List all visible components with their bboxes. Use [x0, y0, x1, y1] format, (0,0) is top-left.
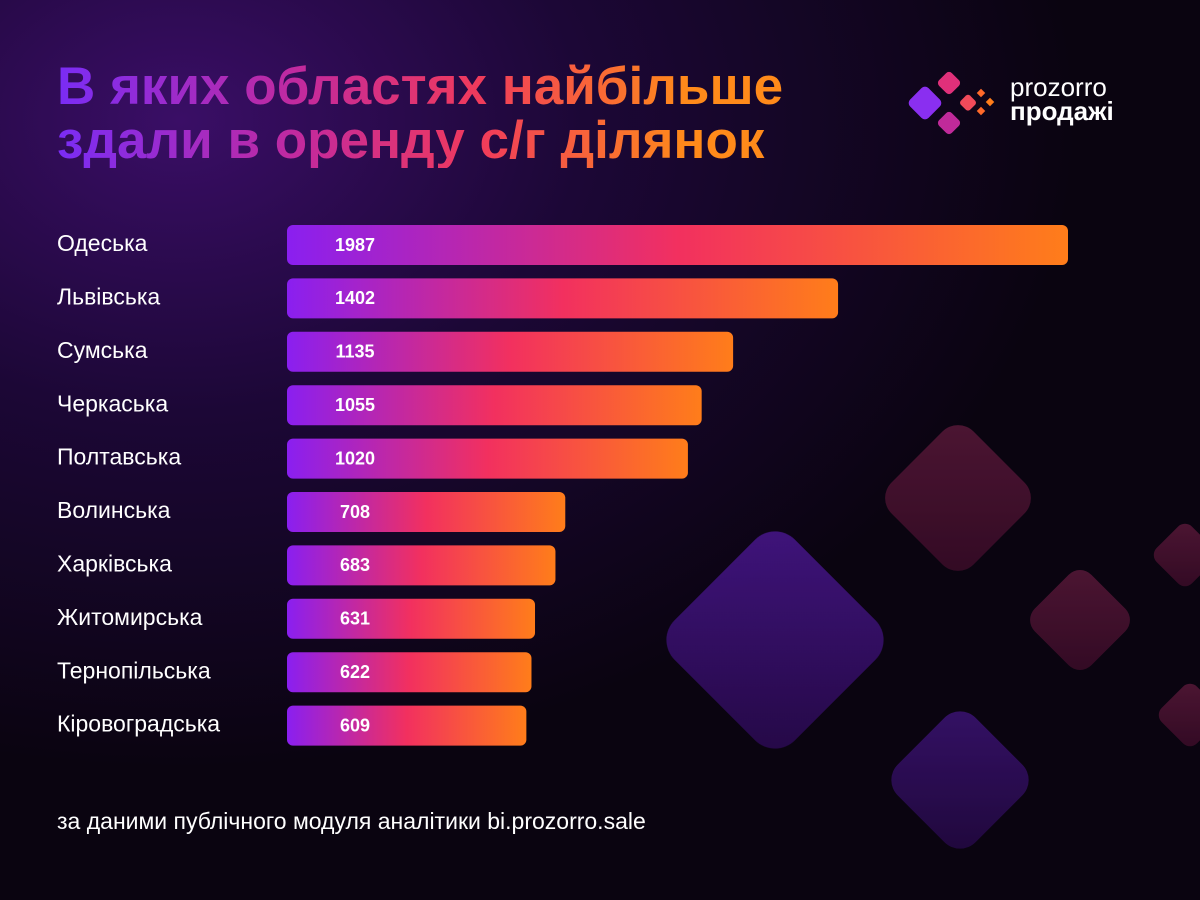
- bar: [287, 705, 527, 746]
- value-label: 609: [340, 715, 370, 735]
- bar: [287, 492, 566, 532]
- value-label: 1987: [335, 235, 375, 255]
- bar: [287, 652, 532, 693]
- category-label: Житомирська: [57, 604, 203, 630]
- category-label: Волинська: [57, 497, 171, 523]
- bar: [287, 225, 1068, 265]
- value-label: 1055: [335, 395, 375, 415]
- category-label: Черкаська: [57, 390, 168, 416]
- bar: [287, 278, 839, 319]
- category-label: Тернопільська: [57, 657, 211, 683]
- chart-title: В яких областях найбільше здали в оренду…: [57, 60, 897, 168]
- bar: [287, 438, 688, 479]
- logo-text: prozorro: [1010, 72, 1107, 102]
- value-label: 622: [340, 662, 370, 682]
- category-label: Одеська: [57, 230, 148, 256]
- category-label: Кіровоградська: [57, 711, 220, 737]
- value-label: 1402: [335, 288, 375, 308]
- logo-text: продажі: [1010, 96, 1114, 126]
- logo-icon: [908, 71, 995, 135]
- bar: [287, 598, 536, 639]
- category-label: Сумська: [57, 337, 148, 363]
- value-label: 1135: [335, 342, 374, 362]
- bar: [287, 545, 556, 586]
- decoration: [666, 425, 1200, 849]
- category-label: Полтавська: [57, 444, 181, 470]
- value-label: 631: [340, 609, 370, 629]
- source-note: за даними публічного модуля аналітики bi…: [57, 808, 646, 834]
- value-label: 683: [340, 555, 370, 575]
- value-label: 1020: [335, 448, 375, 468]
- bar: [287, 385, 702, 426]
- value-label: 708: [340, 502, 370, 522]
- category-label: Харківська: [57, 550, 172, 576]
- category-label: Львівська: [57, 283, 160, 309]
- bar: [287, 331, 734, 372]
